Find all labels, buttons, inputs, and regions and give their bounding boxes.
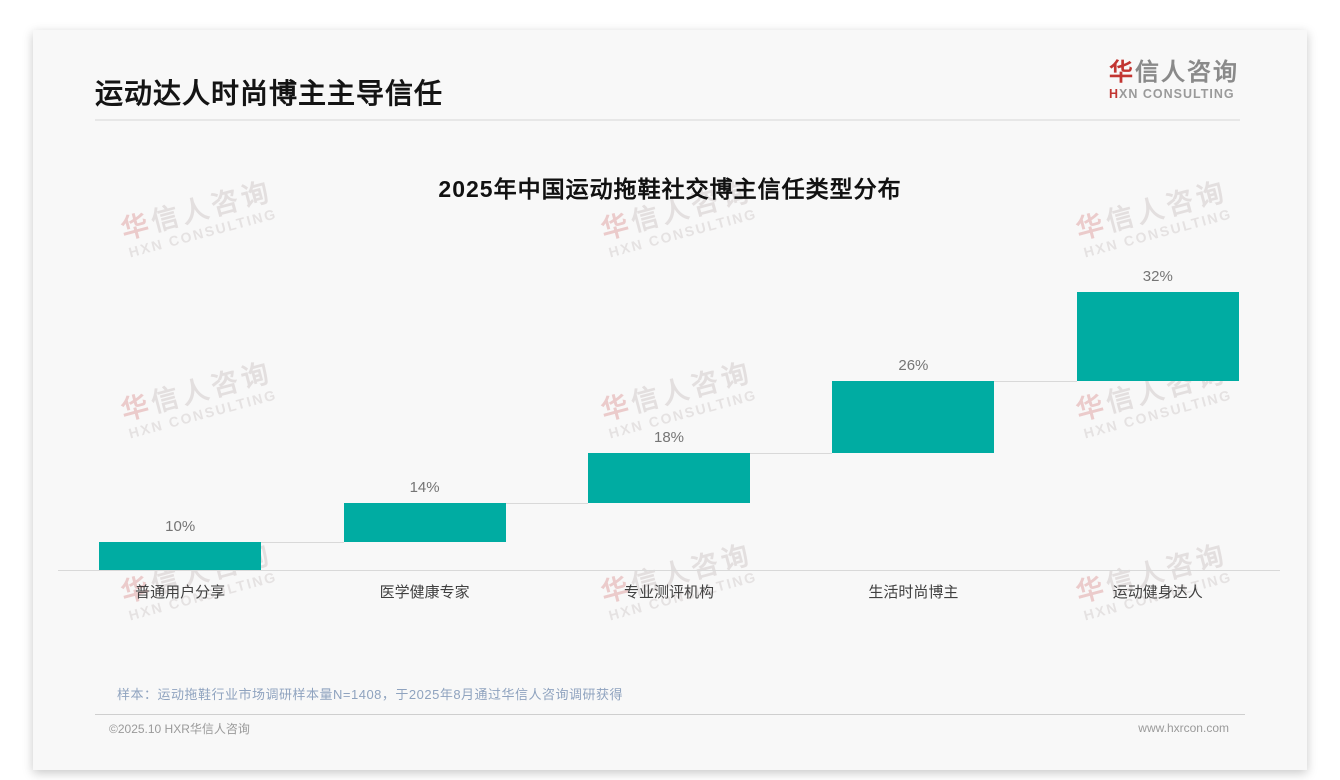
value-label: 32% <box>1142 268 1173 285</box>
trust-bar-5 <box>1076 292 1239 381</box>
value-label: 26% <box>898 356 929 374</box>
logo-en-text: HXN CONSULTING <box>1109 87 1239 101</box>
value-label: 18% <box>653 429 685 447</box>
value-label: 10% <box>165 518 196 536</box>
title-divider <box>95 119 1240 121</box>
step-connector <box>994 380 1077 382</box>
trust-bar-3 <box>588 453 750 504</box>
category-label: 普通用户分享 <box>135 584 226 601</box>
footer-copyright: ©2025.10 HXR华信人咨询 <box>109 722 250 736</box>
trust-bar-4 <box>832 380 995 454</box>
logo-en-rest: XN CONSULTING <box>1119 87 1235 102</box>
step-connector <box>750 453 833 455</box>
trust-bar-2 <box>343 503 506 543</box>
category-label: 运动健身达人 <box>1112 584 1203 601</box>
step-connector <box>505 503 588 505</box>
category-label: 专业测评机构 <box>623 584 714 601</box>
logo-cn-text: 华信人咨询 <box>1109 59 1239 86</box>
trust-bar-1 <box>99 542 262 570</box>
x-axis-line <box>58 570 1280 571</box>
waterfall-chart: 10% 普通用户分享 14% 医学健康专家 18% 专业测评机构 26% 生活时尚博主 32% 运… <box>33 30 1307 770</box>
sample-note: 样本：运动拖鞋行业市场调研样本量N=1408，于2025年8月通过华信人咨询调研… <box>117 687 624 702</box>
footer-divider <box>95 714 1245 715</box>
category-label: 医学健康专家 <box>379 584 470 601</box>
value-label: 14% <box>409 479 440 497</box>
page-title: 运动达人时尚博主主导信任 <box>95 78 444 109</box>
chart-title: 2025年中国运动拖鞋社交博主信任类型分布 <box>438 176 902 202</box>
footer-website: www.hxrcon.com <box>1138 721 1229 735</box>
logo-en-first: H <box>1109 87 1120 102</box>
category-label: 生活时尚博主 <box>868 584 959 601</box>
company-logo: 华信人咨询 HXN CONSULTING <box>1109 59 1239 101</box>
step-connector <box>261 542 344 544</box>
logo-cn-first: 华 <box>1109 59 1135 86</box>
logo-cn-rest: 信人咨询 <box>1135 59 1239 86</box>
